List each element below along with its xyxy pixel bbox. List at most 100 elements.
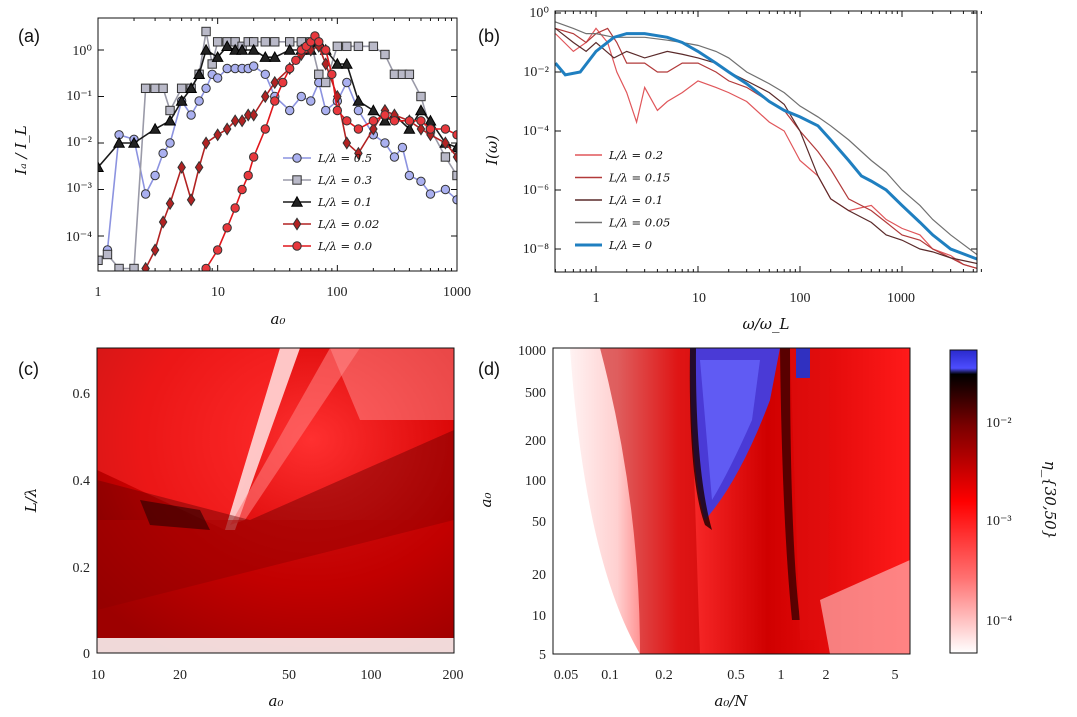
c-heat-upper-right: [330, 348, 454, 420]
a-data-point: [285, 105, 295, 116]
a-data-point: [163, 114, 177, 126]
a-data-point: [165, 196, 175, 211]
d-heat-vertical-dark: [780, 348, 800, 620]
panel-d-y-ticklabels: 1000 500 200 100 50 20 10 5: [518, 344, 546, 663]
a-legend-marker: [290, 195, 304, 207]
a-data-point: [283, 43, 296, 55]
c-xtick-20: 20: [173, 668, 187, 683]
a-xtick-10: 10: [211, 285, 225, 300]
a-data-point: [332, 105, 343, 116]
panel-d-frame: [552, 347, 911, 655]
a-data-point: [354, 146, 363, 160]
d-xtick-2: 2: [823, 668, 830, 683]
d-ytick-1000: 1000: [518, 344, 546, 359]
a-data-point: [176, 83, 187, 94]
d-ytick-200: 200: [525, 434, 546, 449]
a-data-point: [200, 43, 213, 55]
a-legend-label: L/λ = 0.3: [317, 173, 372, 187]
panel-d-label: (d): [478, 359, 500, 379]
a-legend-label: L/λ = 0.0: [317, 239, 372, 253]
a-data-point: [114, 263, 124, 271]
c-heat-upper-left: [97, 348, 300, 530]
cbar-tick-1e-2: 10⁻²: [986, 416, 1012, 431]
a-data-point: [140, 189, 151, 199]
a-data-point: [440, 124, 451, 134]
a-ytick-4: 10⁻⁴: [66, 230, 92, 245]
cbar-tick-1e-3: 10⁻³: [986, 514, 1012, 529]
b-legend-label: L/λ = 0: [608, 238, 652, 252]
a-data-point: [416, 91, 426, 102]
c-ytick-02: 0.2: [73, 561, 91, 576]
a-data-point: [314, 69, 324, 80]
a-legend-label: L/λ = 0.02: [317, 217, 379, 231]
a-data-point: [127, 136, 141, 148]
a-data-point: [141, 261, 150, 271]
a-data-point: [342, 116, 352, 126]
d-heat-blue-top-spot: [796, 348, 810, 378]
a-xtick-1: 1: [95, 285, 102, 300]
a-data-point: [342, 77, 352, 88]
a-data-point: [389, 152, 400, 162]
a-data-point: [389, 69, 400, 80]
d-ytick-500: 500: [525, 386, 546, 401]
panel-c-frame: [96, 347, 455, 654]
a-data-point: [278, 77, 288, 88]
a-data-point: [140, 83, 151, 94]
a-data-point: [321, 105, 331, 116]
panel-b-xlabel: ω/ω_L: [743, 315, 790, 333]
a-data-point: [285, 63, 295, 74]
c-ytick-0: 0: [83, 647, 90, 662]
a-data-point: [321, 77, 331, 88]
panel-d-x-ticklabels: 0.05 0.1 0.2 0.5 1 2 5: [554, 668, 899, 683]
c-heat-dark-spot: [140, 500, 210, 530]
a-data-point: [260, 124, 270, 134]
panel-b: (b) 1 10 100 1000 10⁰ 10⁻² 10⁻⁴ 10⁻⁶ 10⁻…: [478, 6, 982, 333]
d-xtick-005: 0.05: [554, 668, 579, 683]
d-ytick-5: 5: [539, 648, 546, 663]
panel-b-frame: [554, 10, 978, 273]
panel-c-label: (c): [18, 359, 39, 379]
a-data-point: [378, 114, 392, 126]
panel-a-x-ticklabels: 1 10 100 1000: [95, 285, 472, 300]
panel-c-y-ticklabels: 0 0.2 0.4 0.6: [73, 387, 91, 662]
a-data-point: [260, 37, 270, 47]
panel-a: (a) 1 10 100 1000 10⁰ 10⁻¹ 10⁻² 10⁻³ 10⁻…: [12, 17, 472, 328]
a-data-point: [165, 138, 175, 148]
a-data-point: [212, 73, 223, 83]
a-data-point: [353, 124, 364, 134]
a-data-point: [194, 96, 204, 106]
a-data-point: [340, 57, 353, 69]
a-data-point: [150, 170, 160, 181]
a-data-point: [440, 184, 451, 195]
d-heat-blue-core: [700, 360, 760, 500]
cbar-tick-1e-4: 10⁻⁴: [986, 614, 1012, 629]
d-xtick-01: 0.1: [601, 668, 619, 683]
a-data-point: [177, 160, 186, 174]
a-data-point: [450, 141, 457, 153]
a-data-point: [150, 83, 160, 94]
a-data-point: [368, 41, 379, 52]
d-xtick-1: 1: [778, 668, 785, 683]
colorbar-label: η_{30,50}: [1041, 461, 1059, 540]
d-xtick-5: 5: [892, 668, 899, 683]
panel-b-x-ticklabels: 1 10 100 1000: [593, 291, 916, 306]
d-heat-dark-ridge: [600, 348, 700, 654]
b-ytick-3: 10⁻⁶: [523, 183, 549, 198]
panel-a-frame: [97, 17, 458, 272]
panel-b-ylabel: I(ω): [483, 135, 501, 166]
c-xtick-50: 50: [282, 668, 296, 683]
panel-b-y-ticklabels: 10⁰ 10⁻² 10⁻⁴ 10⁻⁶ 10⁻⁸: [523, 6, 550, 257]
panel-a-label: (a): [18, 26, 40, 46]
a-data-point: [237, 184, 247, 195]
b-ytick-0: 10⁰: [529, 6, 549, 21]
a-legend-marker: [292, 217, 302, 231]
a-data-point: [129, 263, 139, 271]
panel-d-colorbar: 10⁻² 10⁻³ 10⁻⁴ η_{30,50}: [949, 349, 1059, 654]
a-data-point: [150, 243, 160, 257]
a-data-point: [369, 122, 378, 136]
a-legend-label: L/λ = 0.5: [317, 151, 372, 165]
c-heat-streak-2: [230, 348, 360, 525]
a-data-point: [207, 59, 217, 69]
b-legend-label: L/λ = 0.2: [608, 148, 663, 162]
